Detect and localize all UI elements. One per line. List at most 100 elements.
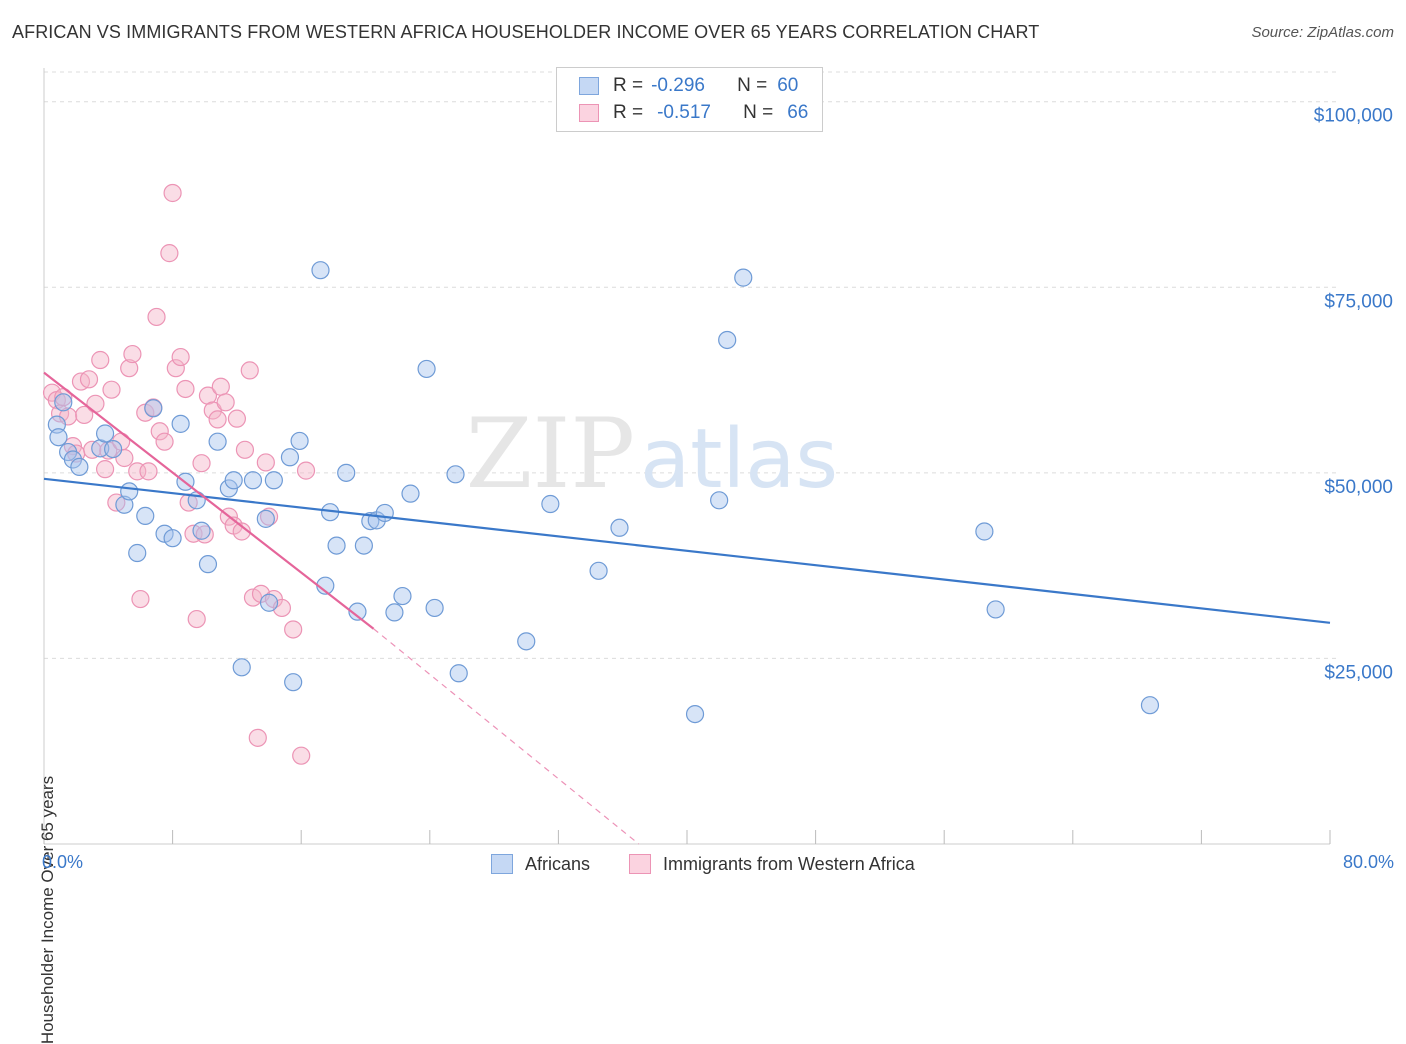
- y-tick-label: $25,000: [1324, 662, 1393, 683]
- source-label: Source: ZipAtlas.com: [1251, 24, 1394, 41]
- grid-lines: [44, 71, 1338, 659]
- data-point-africans: [171, 414, 190, 433]
- data-point-immigrants: [248, 728, 267, 747]
- data-point-africans: [264, 471, 283, 490]
- data-point-africans: [224, 471, 243, 490]
- data-point-immigrants: [91, 350, 110, 370]
- data-point-immigrants: [192, 454, 211, 473]
- data-point-immigrants: [187, 609, 206, 629]
- data-point-immigrants: [139, 462, 158, 481]
- data-point-africans: [259, 593, 279, 612]
- data-point-africans: [284, 673, 303, 692]
- data-point-africans: [232, 658, 251, 677]
- data-point-africans: [718, 330, 737, 350]
- data-point-immigrants: [166, 359, 185, 378]
- legend-r-value: -0.517: [657, 102, 711, 123]
- data-point-africans: [280, 448, 300, 467]
- data-point-africans: [393, 586, 412, 606]
- data-point-africans: [70, 457, 89, 477]
- data-point-africans: [975, 522, 994, 541]
- y-tick-labels: $25,000 $50,000 $75,000 $100,000: [1314, 106, 1393, 684]
- data-point-africans: [95, 424, 115, 443]
- legend-swatch-africans: [491, 854, 513, 874]
- axes: [43, 68, 1331, 845]
- data-point-immigrants: [240, 361, 259, 380]
- y-tick-label: $75,000: [1324, 291, 1393, 312]
- y-axis-label: Householder Income Over 65 years: [38, 775, 57, 1044]
- data-point-africans: [337, 463, 356, 482]
- data-point-africans: [163, 529, 182, 548]
- data-point-africans: [128, 543, 147, 563]
- data-point-africans: [734, 268, 753, 287]
- data-point-immigrants: [284, 620, 303, 639]
- data-point-immigrants: [176, 379, 195, 399]
- legend-n-label: N =: [743, 102, 774, 123]
- data-point-africans: [49, 428, 68, 447]
- data-point-africans: [354, 536, 373, 555]
- data-point-immigrants: [296, 461, 316, 480]
- data-point-africans: [256, 509, 275, 528]
- legend-n-value: 66: [787, 102, 809, 123]
- data-point-africans: [120, 482, 139, 501]
- trend-line-africans: [43, 477, 1331, 624]
- data-point-immigrants: [211, 377, 230, 396]
- legend-africans: Africans: [491, 852, 590, 876]
- data-point-africans: [517, 632, 536, 651]
- data-point-africans: [589, 561, 608, 580]
- data-point-africans: [425, 598, 444, 618]
- legend-r-label: R =: [613, 75, 644, 96]
- data-point-immigrants: [150, 422, 169, 441]
- y-tick-label: $100,000: [1314, 106, 1393, 127]
- x-min-label: 0.0%: [42, 852, 84, 872]
- watermark: ZIP atlas: [466, 398, 838, 510]
- scatter-chart: ZIP atlas $25,000 $50,000 $75,000 $100,000: [42, 68, 1393, 845]
- data-point-africans: [192, 521, 211, 540]
- legend-n-value: 60: [777, 75, 799, 96]
- data-point-africans: [311, 261, 330, 280]
- data-point-immigrants: [95, 460, 115, 479]
- legend-r-value: -0.296: [651, 75, 705, 96]
- data-point-africans: [449, 664, 468, 683]
- data-point-immigrants: [292, 746, 311, 765]
- data-point-immigrants: [75, 405, 94, 425]
- trend-line-immigrants: [43, 371, 375, 630]
- data-point-africans: [290, 431, 309, 451]
- data-point-africans: [136, 506, 155, 526]
- data-point-immigrants: [232, 522, 251, 541]
- data-point-africans: [63, 450, 83, 469]
- data-point-africans: [1140, 696, 1160, 715]
- legend-row-immigrants: R = -0.517 N = 66: [579, 102, 808, 124]
- africans-points: [47, 261, 1160, 724]
- legend-row-africans: R = -0.296 N = 60: [579, 75, 798, 97]
- data-point-immigrants: [131, 589, 150, 609]
- data-point-immigrants: [147, 307, 166, 327]
- data-point-immigrants: [102, 380, 121, 399]
- data-point-africans: [385, 603, 404, 622]
- data-point-immigrants: [123, 344, 142, 364]
- legend-immigrants: Immigrants from Western Africa: [629, 852, 915, 876]
- data-point-africans: [685, 704, 705, 724]
- data-point-immigrants: [79, 370, 99, 389]
- data-point-africans: [115, 495, 134, 514]
- data-point-africans: [208, 432, 227, 451]
- data-point-africans: [986, 600, 1005, 619]
- legend-stats: R = -0.296 N = 60 R = -0.517 N = 66: [556, 67, 823, 132]
- data-point-immigrants: [259, 507, 279, 526]
- data-point-immigrants: [171, 347, 190, 367]
- data-point-immigrants: [235, 440, 255, 459]
- data-point-immigrants: [208, 410, 227, 429]
- data-point-africans: [243, 471, 263, 490]
- y-tick-label: $50,000: [1324, 477, 1393, 498]
- data-point-africans: [348, 602, 367, 621]
- data-point-immigrants: [256, 453, 275, 472]
- chart-title: AFRICAN VS IMMIGRANTS FROM WESTERN AFRIC…: [12, 22, 1040, 42]
- legend-n-label: N =: [737, 75, 768, 96]
- data-point-immigrants: [155, 432, 174, 451]
- data-point-africans: [198, 555, 218, 574]
- watermark-zip: ZIP: [466, 398, 635, 510]
- legend-swatch-blue: [579, 77, 599, 95]
- trend-lines: [43, 371, 1331, 845]
- legend-r-label: R =: [613, 102, 644, 123]
- data-point-immigrants: [160, 244, 179, 263]
- data-point-africans: [446, 465, 465, 484]
